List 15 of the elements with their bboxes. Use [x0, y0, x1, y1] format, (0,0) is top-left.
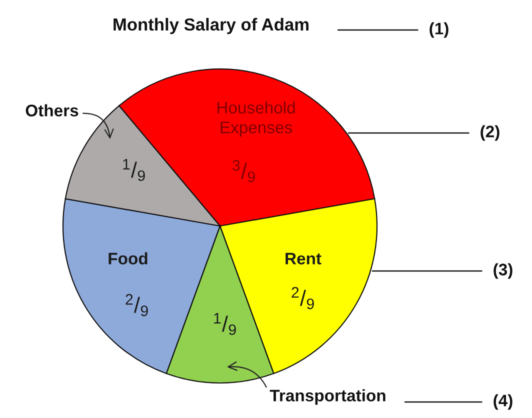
text: (2) — [480, 125, 500, 141]
text: (1) — [430, 22, 448, 38]
slice-label: Rent — [286, 252, 322, 264]
slice-label: Food — [108, 252, 148, 264]
slice-label: Others — [26, 104, 78, 116]
data-label: $^{1}$/$_{9}$ — [214, 313, 236, 336]
text: (4) — [494, 394, 512, 410]
data-label: $^{2}$/$_{9}$ — [292, 287, 314, 310]
data-label: $^{2}$/$_{9}$ — [126, 294, 148, 316]
slice-label: Household Expenses — [218, 101, 295, 137]
data-label: $^{1}$/$_{9}$ — [123, 159, 145, 182]
legend-label: Transportation — [270, 389, 386, 405]
chart-title: Monthly Salary of Adam — [114, 18, 308, 34]
text: (3) — [494, 263, 512, 279]
data-label: $^{3}$/$_{9}$ — [232, 160, 255, 182]
